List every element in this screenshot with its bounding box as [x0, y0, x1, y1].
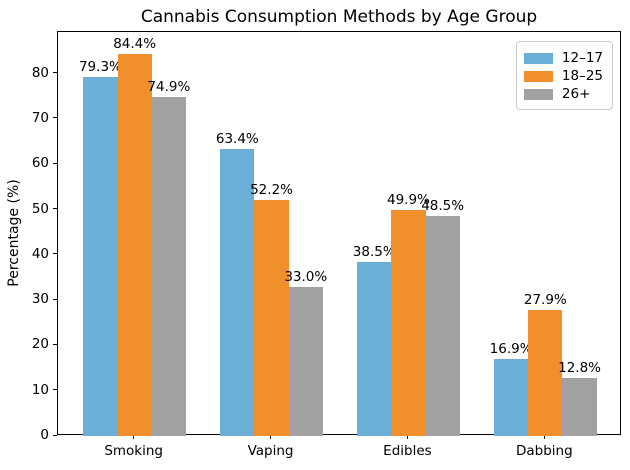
legend-item: 26+: [523, 85, 603, 103]
bar-value-label: 52.2%: [250, 181, 293, 198]
bar-26+-Dabbing: [562, 378, 597, 436]
y-tick-label: 20: [31, 336, 49, 353]
bar-value-label: 49.9%: [386, 191, 430, 208]
chart-title: Cannabis Consumption Methods by Age Grou…: [140, 7, 538, 27]
bar-12–17-Vaping: [220, 148, 255, 436]
legend: 12–17 18–25 26+: [515, 41, 613, 110]
y-tick-label: 80: [31, 64, 49, 81]
bar-12–17-Smoking: [83, 76, 118, 436]
y-tick-label: 50: [31, 200, 49, 217]
bar-18–25-Vaping: [254, 199, 289, 436]
legend-items: 12–17 18–25 26+: [523, 49, 603, 103]
bar-value-label: 33.0%: [284, 268, 328, 285]
bar-12–17-Dabbing: [494, 359, 529, 436]
y-tick-label: 30: [31, 291, 49, 308]
bar-value-label: 12.8%: [558, 360, 601, 377]
legend-item: 18–25: [523, 67, 603, 85]
y-tick-mark: [53, 434, 57, 436]
y-tick-label: 0: [40, 427, 49, 443]
y-tick-mark: [53, 208, 57, 210]
x-tick-mark: [406, 435, 408, 439]
y-tick-label: 60: [31, 155, 49, 172]
y-tick-mark: [53, 343, 57, 345]
bar-value-label: 84.4%: [113, 35, 157, 52]
bar-26+-Edibles: [425, 216, 460, 436]
bar-value-label: 38.5%: [352, 243, 396, 260]
y-tick-mark: [53, 389, 57, 391]
y-tick-mark: [53, 117, 57, 119]
plot-area: 79.3% 63.4% 38.5% 16.9% 84.4% 52.2% 49.9% 27.9%…: [57, 31, 621, 436]
legend-label: 18–25: [561, 68, 603, 84]
bar-value-label: 74.9%: [147, 78, 191, 95]
x-tick-label: Edibles: [383, 443, 432, 459]
legend-swatch: [523, 70, 553, 82]
y-tick-label: 70: [31, 109, 49, 126]
y-tick-mark: [53, 253, 57, 255]
bar-18–25-Smoking: [117, 53, 152, 436]
bar-26+-Vaping: [288, 286, 323, 436]
bar-value-label: 79.3%: [78, 58, 122, 75]
x-tick-mark: [270, 435, 272, 439]
y-tick-mark: [53, 298, 57, 300]
legend-item: 12–17: [523, 49, 603, 67]
bar-value-label: 16.9%: [489, 341, 533, 358]
bar-value-label: 63.4%: [215, 130, 259, 147]
x-tick-mark: [133, 435, 135, 439]
legend-swatch: [523, 88, 553, 100]
bar-value-label: 48.5%: [421, 198, 465, 215]
legend-label: 12–17: [561, 50, 603, 66]
bar-18–25-Edibles: [391, 209, 426, 436]
x-tick-mark: [543, 435, 545, 439]
legend-swatch: [523, 52, 553, 64]
y-tick-label: 10: [31, 381, 49, 398]
bar-12–17-Edibles: [357, 261, 392, 436]
bar-18–25-Dabbing: [528, 309, 563, 436]
x-tick-label: Vaping: [247, 443, 294, 459]
bar-26+-Smoking: [151, 96, 186, 436]
y-tick-mark: [53, 162, 57, 164]
x-tick-label: Dabbing: [515, 443, 573, 459]
legend-label: 26+: [561, 86, 591, 102]
x-tick-label: Smoking: [104, 443, 163, 459]
bar-value-label: 27.9%: [523, 291, 567, 308]
y-tick-mark: [53, 72, 57, 74]
y-tick-label: 40: [31, 245, 49, 262]
y-axis-label: Percentage (%): [6, 179, 22, 287]
